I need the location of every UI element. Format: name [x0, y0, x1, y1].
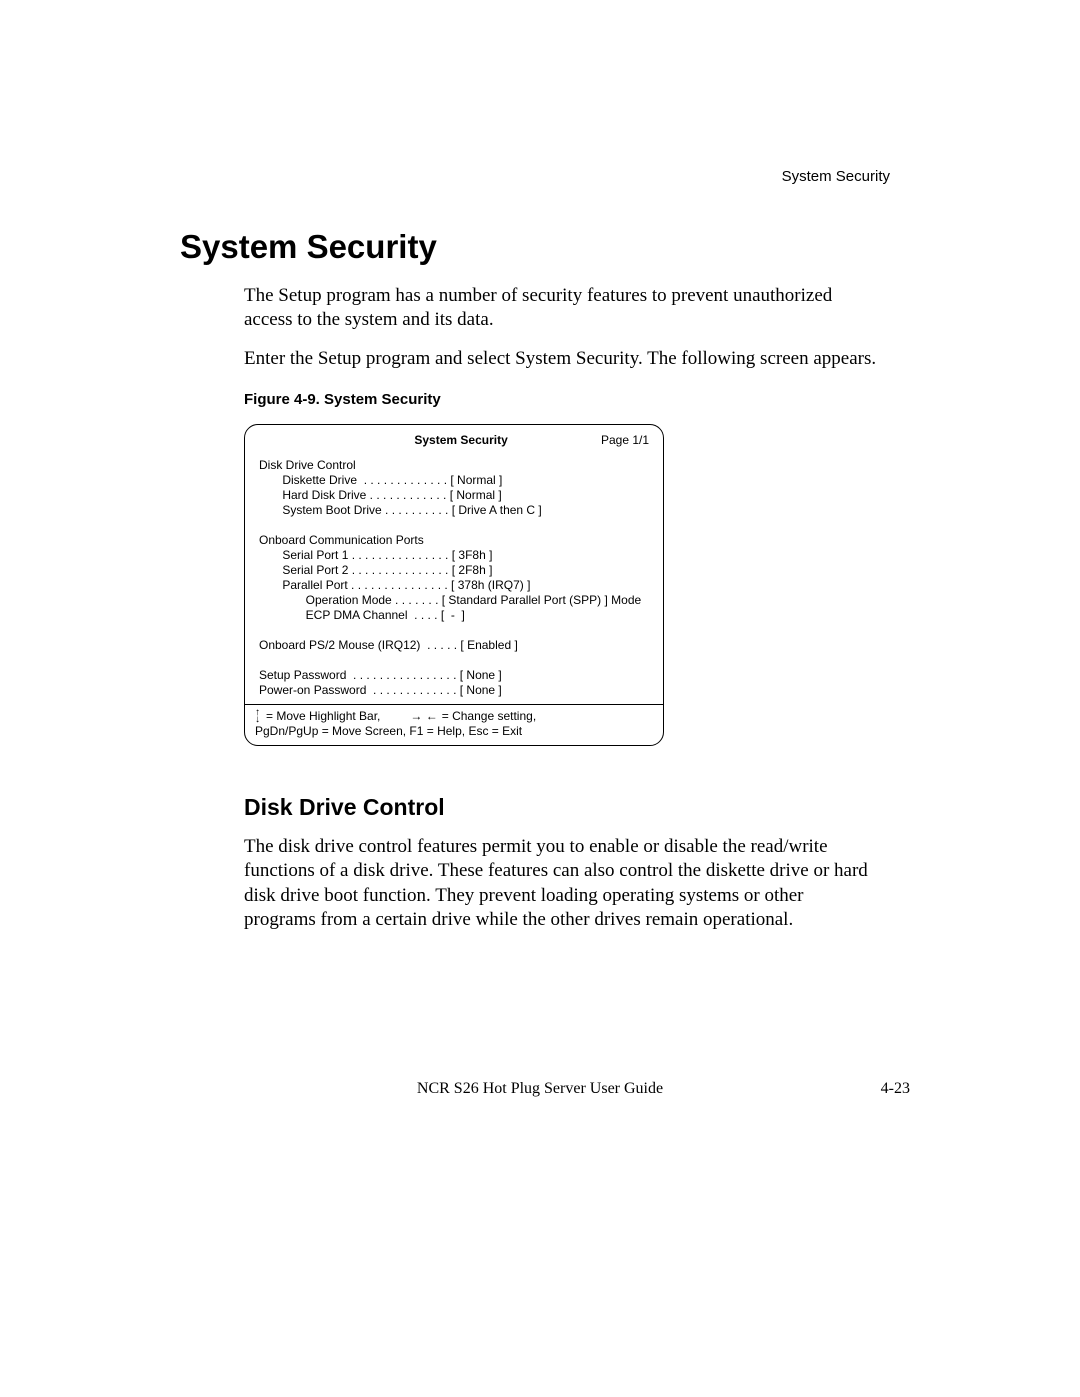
footer-guide-title: NCR S26 Hot Plug Server User Guide: [417, 1080, 663, 1097]
bios-foot-move: = Move Highlight Bar,: [266, 709, 380, 724]
bios-screen: System Security Page 1/1 Disk Drive Cont…: [244, 424, 664, 746]
footer-page-number: 4-23: [881, 1080, 910, 1098]
bios-foot-change: = Change setting,: [442, 709, 536, 724]
bios-foot-line2: PgDn/PgUp = Move Screen, F1 = Help, Esc …: [255, 724, 653, 739]
updown-arrows-icon: ↑↓: [255, 709, 260, 723]
bios-header-page: Page 1/1: [601, 433, 649, 448]
intro-paragraph-2: Enter the Setup program and select Syste…: [244, 347, 880, 371]
page-footer: NCR S26 Hot Plug Server User Guide 4-23: [180, 1080, 900, 1098]
bios-header-title: System Security: [414, 433, 507, 448]
section-heading-disk-drive: Disk Drive Control: [244, 794, 880, 821]
intro-paragraph-1: The Setup program has a number of securi…: [244, 284, 880, 333]
bios-footer: ↑↓ = Move Highlight Bar, → ← = Change se…: [245, 705, 663, 745]
figure-caption: Figure 4-9. System Security: [244, 391, 880, 408]
disk-drive-paragraph: The disk drive control features permit y…: [244, 835, 880, 932]
bios-header: System Security Page 1/1: [245, 425, 663, 452]
page-content: System Security The Setup program has a …: [180, 160, 900, 946]
page-title: System Security: [180, 228, 900, 266]
leftright-arrows-icon: → ←: [410, 709, 437, 724]
bios-body: Disk Drive Control Diskette Drive . . . …: [245, 452, 663, 704]
